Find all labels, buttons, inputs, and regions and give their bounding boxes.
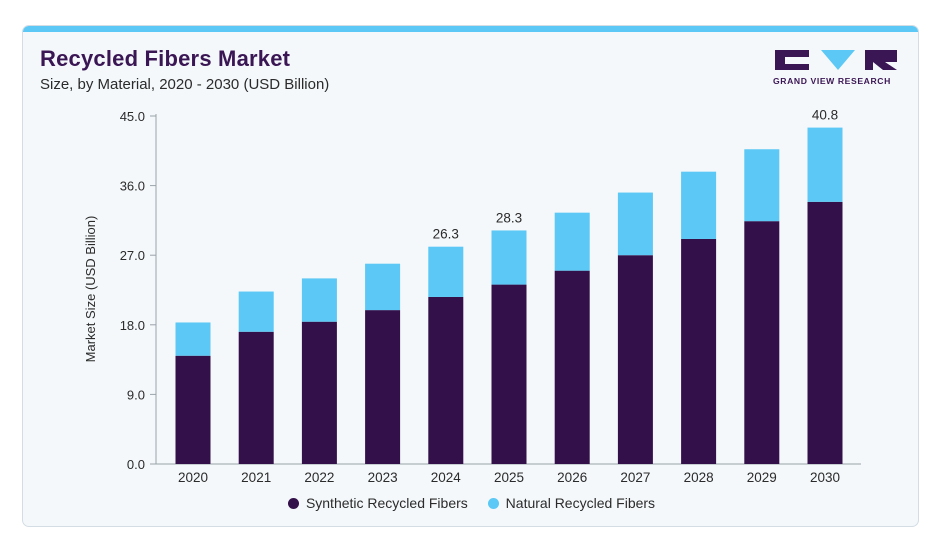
x-tick-label: 2021 [241,470,271,485]
y-tick-label: 0.0 [127,457,145,472]
legend-label-natural: Natural Recycled Fibers [505,495,656,511]
x-tick-label: 2029 [747,470,777,485]
total-data-label-2024: 26.3 [433,227,459,242]
legend-swatch-natural [487,498,499,509]
bar-segment-natural-2020[interactable] [175,322,211,356]
grand-view-research-logo: GRAND VIEW RESEARCH [773,48,899,88]
bar-segment-synthetic-2027[interactable] [617,255,653,464]
x-tick-label: 2023 [368,470,398,485]
x-tick-label: 2022 [304,470,334,485]
logo-text: GRAND VIEW RESEARCH [773,76,891,86]
accent-bar [23,26,918,32]
bar-segment-natural-2027[interactable] [617,192,653,256]
bar-segment-natural-2022[interactable] [301,278,337,322]
bar-segment-natural-2023[interactable] [365,263,401,311]
bar-segment-synthetic-2026[interactable] [554,270,590,464]
total-data-label-2030: 40.8 [812,108,838,123]
y-axis-title: Market Size (USD Billion) [83,216,98,363]
bar-segment-synthetic-2021[interactable] [238,331,274,464]
bar-segment-natural-2025[interactable] [491,230,527,285]
bar-segment-synthetic-2025[interactable] [491,284,527,464]
legend-label-synthetic: Synthetic Recycled Fibers [305,495,468,511]
chart-subtitle: Size, by Material, 2020 - 2030 (USD Bill… [40,76,330,93]
bar-segment-natural-2029[interactable] [744,149,780,222]
bar-segment-synthetic-2029[interactable] [744,221,780,464]
y-tick-label: 18.0 [120,318,145,333]
bar-segment-synthetic-2023[interactable] [365,310,401,464]
y-tick-label: 36.0 [120,179,145,194]
x-tick-label: 2028 [684,470,714,485]
bar-segment-natural-2028[interactable] [681,171,717,239]
legend-item-natural[interactable]: Natural Recycled Fibers [487,495,656,511]
chart-title: Recycled Fibers Market [40,46,291,71]
x-tick-label: 2025 [494,470,524,485]
legend-swatch-synthetic [287,498,299,509]
chart-card: Recycled Fibers Market Size, by Material… [22,25,919,527]
bar-segment-synthetic-2024[interactable] [428,296,464,464]
y-tick-label: 27.0 [120,248,145,263]
x-tick-label: 2030 [810,470,840,485]
total-data-label-2025: 28.3 [496,210,522,225]
x-tick-label: 2026 [557,470,587,485]
bar-segment-natural-2021[interactable] [238,291,274,332]
x-tick-label: 2024 [431,470,462,485]
x-tick-label: 2020 [178,470,208,485]
logo-mark-icon [775,50,897,70]
bar-segment-synthetic-2020[interactable] [175,355,211,464]
bar-segment-natural-2026[interactable] [554,212,590,271]
x-tick-label: 2027 [620,470,650,485]
bar-segment-synthetic-2030[interactable] [807,201,843,464]
legend-item-synthetic[interactable]: Synthetic Recycled Fibers [287,495,468,511]
chart-legend: Synthetic Recycled Fibers Natural Recycl… [23,495,918,511]
bar-segment-synthetic-2028[interactable] [681,238,717,464]
stacked-bar-chart: Market Size (USD Billion) 0.0 9.0 18.0 27.0… [83,108,861,485]
y-tick-label: 45.0 [120,109,145,124]
bar-segment-natural-2030[interactable] [807,127,843,202]
bar-segment-natural-2024[interactable] [428,246,464,297]
y-tick-label: 9.0 [127,387,145,402]
bar-segment-synthetic-2022[interactable] [301,321,337,464]
